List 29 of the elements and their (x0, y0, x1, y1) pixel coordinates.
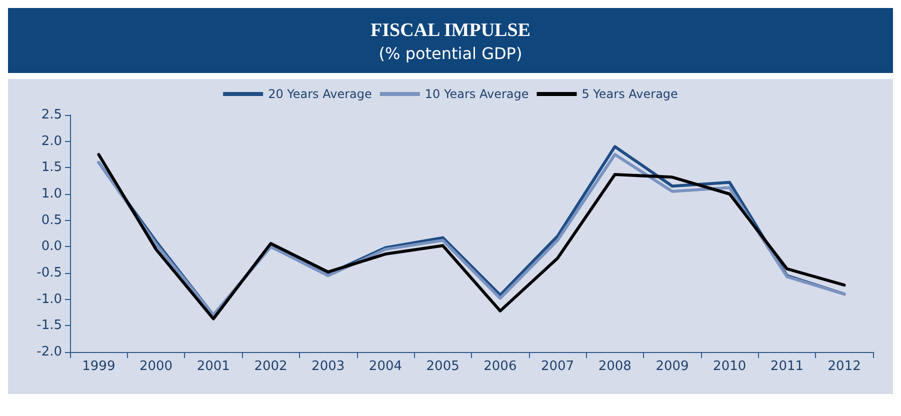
y-tick-label: -0.5 (36, 266, 62, 280)
x-tick-label: 2003 (312, 359, 345, 374)
y-tick-label: 0.0 (41, 239, 62, 254)
x-tick-label: 2004 (368, 359, 402, 374)
legend-label: 10 Years Average (424, 87, 529, 101)
y-tick-label: 0.5 (41, 212, 62, 228)
y-tick-label: 1.0 (41, 186, 62, 202)
x-tick-label: 2008 (598, 359, 632, 374)
x-tick-label: 2012 (828, 359, 861, 374)
x-tick-label: 2009 (656, 359, 689, 374)
x-tick-label: 1999 (82, 359, 116, 374)
x-tick-label: 2006 (484, 359, 517, 374)
y-tick-label: -1.5 (36, 318, 62, 334)
y-tick-label: -2.0 (36, 344, 62, 360)
y-tick-label: 2.0 (41, 134, 62, 149)
x-tick-label: 2007 (540, 359, 574, 374)
x-tick-label: 2002 (254, 359, 288, 374)
y-tick-label: -1.0 (36, 292, 62, 307)
x-tick-label: 2011 (770, 359, 804, 374)
x-tick-label: 2010 (713, 359, 746, 374)
y-tick-label: 2.5 (41, 108, 62, 122)
legend-label: 20 Years Average (268, 87, 372, 101)
x-tick-label: 2001 (196, 359, 230, 374)
legend-label: 5 Years Average (582, 87, 678, 101)
y-tick-label: 1.5 (41, 160, 62, 176)
x-tick-label: 2005 (426, 359, 460, 374)
chart-subtitle: (% potential GDP) (378, 44, 524, 63)
chart-title: FISCAL IMPULSE (370, 20, 532, 42)
x-tick-label: 2000 (139, 359, 173, 374)
